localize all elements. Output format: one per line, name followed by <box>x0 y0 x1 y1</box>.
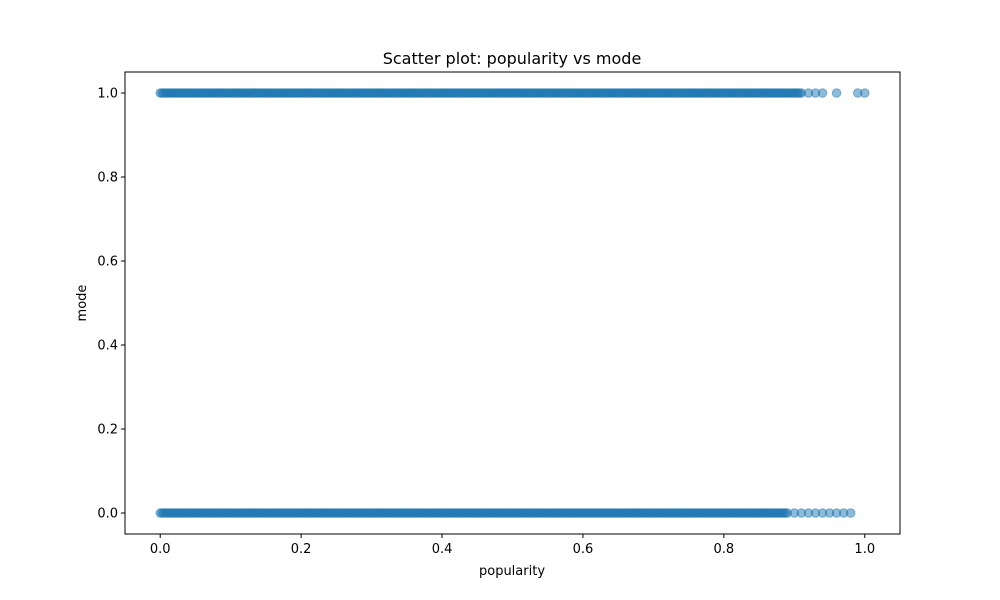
y-tick-label: 0.8 <box>97 171 118 186</box>
y-tick-label: 1.0 <box>97 87 118 102</box>
y-tick-label: 0.0 <box>97 507 118 522</box>
y-axis-ticks: 0.0 0.2 0.4 0.6 0.8 1.0 <box>97 87 125 522</box>
scatter-point <box>845 508 856 518</box>
x-tick-label: 0.8 <box>714 542 735 557</box>
y-axis-label: mode <box>75 285 90 322</box>
x-tick-label: 1.0 <box>854 542 875 557</box>
scatter-point <box>817 88 828 98</box>
y-tick-label: 0.4 <box>97 339 118 354</box>
x-axis-label: popularity <box>479 564 545 579</box>
plot-frame <box>124 71 901 535</box>
x-tick-label: 0.6 <box>573 542 594 557</box>
x-tick-label: 0.2 <box>291 542 312 557</box>
chart-title: Scatter plot: popularity vs mode <box>383 49 642 68</box>
scatter-point <box>859 88 870 98</box>
x-tick-label: 0.0 <box>150 542 171 557</box>
x-tick-label: 0.4 <box>432 542 453 557</box>
y-tick-label: 0.2 <box>97 423 118 438</box>
x-axis-ticks: 0.0 0.2 0.4 0.6 0.8 1.0 <box>150 534 875 557</box>
points-layer <box>155 88 870 518</box>
scatter-point <box>831 88 842 98</box>
y-tick-label: 0.6 <box>97 255 118 270</box>
